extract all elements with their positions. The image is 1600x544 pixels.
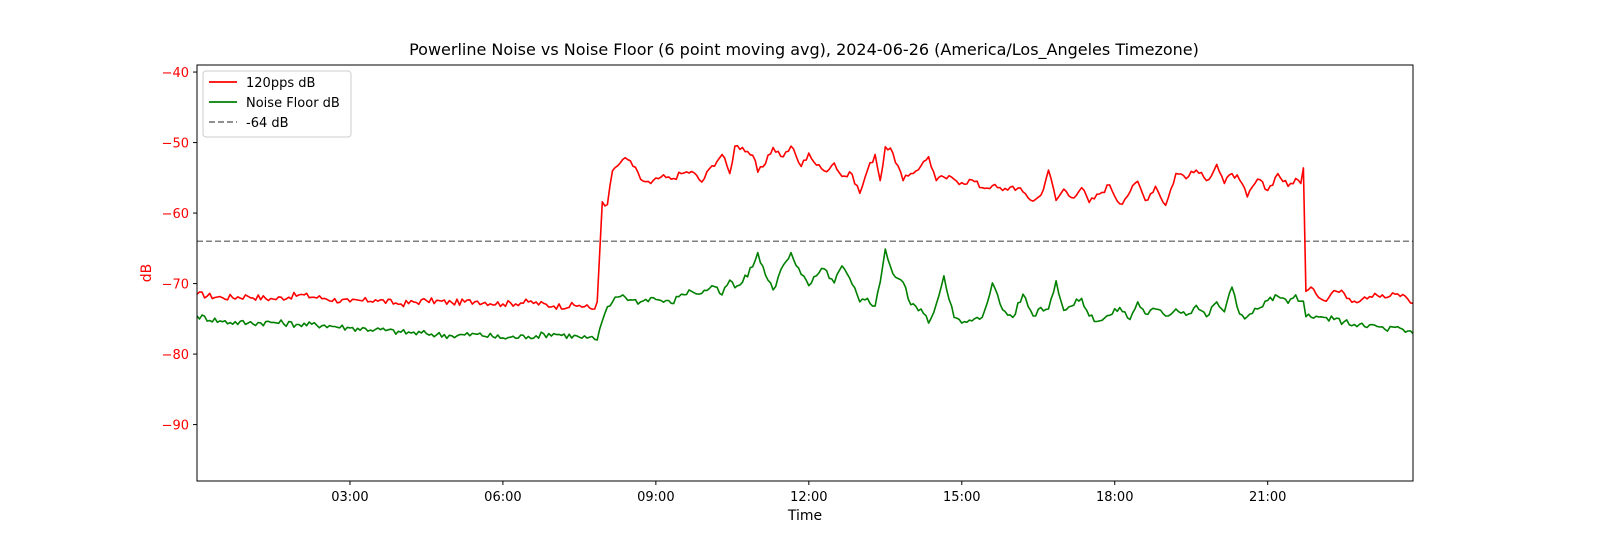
y-axis: −40 −50 −60 −70 −80 −90	[162, 66, 197, 434]
legend-label-120pps: 120pps dB	[246, 76, 315, 91]
x-tick-label: 03:00	[331, 490, 368, 505]
y-tick-label: −60	[162, 207, 189, 222]
series-layer	[196, 144, 1414, 341]
y-tick-label: −90	[162, 419, 189, 434]
y-tick-label: −80	[162, 348, 189, 363]
series-line-noise-floor	[196, 248, 1414, 341]
y-tick-label: −40	[162, 66, 189, 81]
y-tick-label: −70	[162, 278, 189, 293]
y-axis-label: dB	[139, 264, 155, 283]
x-tick-label: 12:00	[790, 490, 827, 505]
x-axis-label: Time	[787, 508, 822, 524]
chart-title: Powerline Noise vs Noise Floor (6 point …	[409, 40, 1199, 60]
x-tick-label: 18:00	[1096, 490, 1133, 505]
x-tick-label: 21:00	[1249, 490, 1286, 505]
plot-area	[197, 65, 1413, 481]
legend-label-noise-floor: Noise Floor dB	[246, 96, 340, 111]
legend-label-reference-line: -64 dB	[246, 116, 289, 131]
x-tick-label: 06:00	[484, 490, 521, 505]
x-tick-label: 09:00	[637, 490, 674, 505]
y-tick-label: −50	[162, 137, 189, 152]
x-axis: 03:00 06:00 09:00 12:00 15:00 18:00 21:00	[331, 481, 1286, 505]
legend-box	[202, 70, 352, 138]
plot-frame	[196, 64, 1414, 482]
legend: 120pps dB Noise Floor dB -64 dB	[202, 70, 352, 138]
series-line-120pps	[196, 144, 1414, 310]
x-tick-label: 15:00	[943, 490, 980, 505]
